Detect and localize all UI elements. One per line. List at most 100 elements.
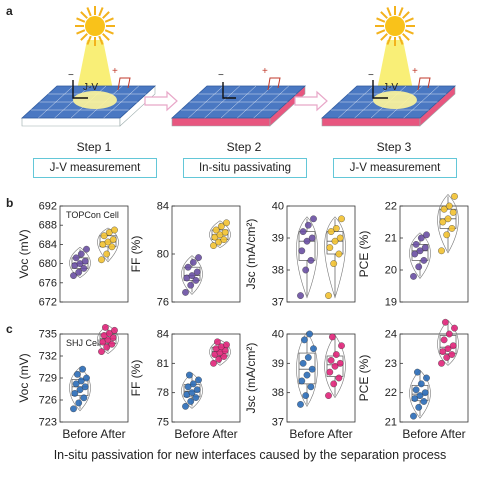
- y-tick-label: 21: [385, 233, 397, 245]
- series-after: [97, 226, 119, 264]
- violin-outline: [296, 216, 318, 299]
- y-axis-label: Jsc (mA/cm²): [244, 343, 258, 414]
- plus-sign: +: [412, 66, 418, 77]
- data-point: [187, 281, 195, 289]
- series-before: [69, 245, 91, 279]
- y-tick-label: 75: [157, 417, 169, 429]
- y-tick-label: 37: [272, 417, 284, 429]
- data-point: [74, 370, 81, 378]
- plot-frame: [399, 333, 469, 423]
- figure-caption: In-situ passivation for new interfaces c…: [53, 448, 447, 462]
- data-point: [410, 412, 417, 420]
- cell-front-face: [21, 117, 121, 127]
- series-before: [409, 368, 431, 420]
- step-3-cell: J-V− +: [320, 6, 457, 127]
- data-point: [308, 234, 316, 242]
- y-tick-label: 22: [385, 387, 397, 399]
- data-point: [439, 348, 447, 355]
- y-tick-label: 76: [157, 297, 169, 309]
- data-point: [189, 258, 197, 266]
- data-point: [417, 380, 425, 388]
- step-arrow-1: [144, 90, 178, 112]
- data-point: [77, 377, 85, 385]
- step-1-title: Step 1: [76, 140, 112, 154]
- data-point: [325, 392, 332, 399]
- data-point: [217, 222, 225, 230]
- series-before: [69, 365, 91, 413]
- chart-c-3: 37 38 39 40 Jsc (mA/cm²) Before After: [244, 329, 356, 441]
- minus-sign: −: [218, 70, 224, 81]
- series-after: [209, 219, 231, 250]
- data-point: [335, 250, 343, 258]
- data-point: [193, 268, 201, 276]
- data-point: [439, 218, 447, 226]
- data-point: [416, 392, 424, 399]
- step-3-box: J-V measurement: [333, 158, 457, 178]
- y-tick-label: 21: [385, 417, 397, 429]
- y-tick-label: 38: [272, 387, 284, 399]
- violin-outline: [409, 232, 431, 279]
- panel-cell-label: TOPCon Cell: [66, 210, 119, 220]
- data-point: [223, 341, 230, 349]
- y-tick-label: 39: [272, 233, 284, 245]
- jv-axis: [72, 80, 88, 99]
- sun-icon: [75, 6, 115, 46]
- data-point: [413, 368, 421, 376]
- data-point: [307, 383, 315, 391]
- y-tick-label: 688: [39, 220, 57, 232]
- data-point: [100, 232, 108, 240]
- data-point: [440, 336, 448, 344]
- data-point: [332, 224, 340, 232]
- data-point: [98, 348, 105, 355]
- data-point: [184, 263, 192, 271]
- data-point: [220, 236, 228, 244]
- data-point: [310, 215, 317, 223]
- data-point: [298, 247, 306, 255]
- data-point: [189, 380, 197, 388]
- violin-outline: [296, 331, 318, 407]
- y-tick-label: 735: [39, 329, 57, 341]
- data-point: [188, 389, 196, 397]
- y-tick-label: 732: [39, 351, 57, 363]
- y-tick-label: 684: [39, 239, 57, 251]
- data-point: [307, 256, 315, 264]
- data-point: [310, 345, 317, 353]
- panel-cell-label: SHJ Cell: [66, 338, 101, 348]
- data-point: [423, 231, 430, 239]
- data-point: [192, 276, 200, 284]
- data-point: [449, 208, 457, 216]
- data-point: [72, 254, 80, 262]
- y-axis-label: FF (%): [129, 236, 143, 273]
- violin-outline: [437, 319, 459, 366]
- data-point: [76, 386, 84, 394]
- y-tick-label: 672: [39, 297, 57, 309]
- y-tick-label: 20: [385, 265, 397, 277]
- data-point: [330, 260, 338, 267]
- y-axis-label: Voc (mV): [17, 353, 31, 402]
- data-point: [108, 243, 116, 251]
- data-point: [415, 263, 423, 271]
- jv-axis: [222, 82, 236, 99]
- violin-outline: [69, 246, 91, 278]
- data-point: [70, 272, 77, 279]
- data-point: [420, 398, 428, 405]
- data-point: [327, 356, 335, 364]
- data-point: [77, 250, 85, 258]
- y-axis-label: Voc (mV): [17, 229, 31, 278]
- data-point: [420, 256, 428, 264]
- data-point: [81, 383, 89, 391]
- data-point: [332, 351, 340, 358]
- data-point: [331, 237, 339, 245]
- y-tick-label: 676: [39, 277, 57, 289]
- probe-wire: [417, 77, 431, 91]
- chart-b-3: 37 38 39 40 Jsc (mA/cm²): [244, 201, 356, 309]
- plot-frame: [399, 205, 469, 303]
- y-tick-label: 23: [385, 358, 397, 370]
- chart-b-1: 672 676 680 684 688 692 Voc (mV) TOPCon Cell: [17, 201, 129, 309]
- data-point: [109, 334, 117, 342]
- data-point: [298, 377, 306, 385]
- violin-outline: [97, 227, 119, 263]
- data-point: [223, 219, 230, 227]
- data-point: [221, 228, 229, 236]
- step-3-title: Step 3: [376, 140, 412, 154]
